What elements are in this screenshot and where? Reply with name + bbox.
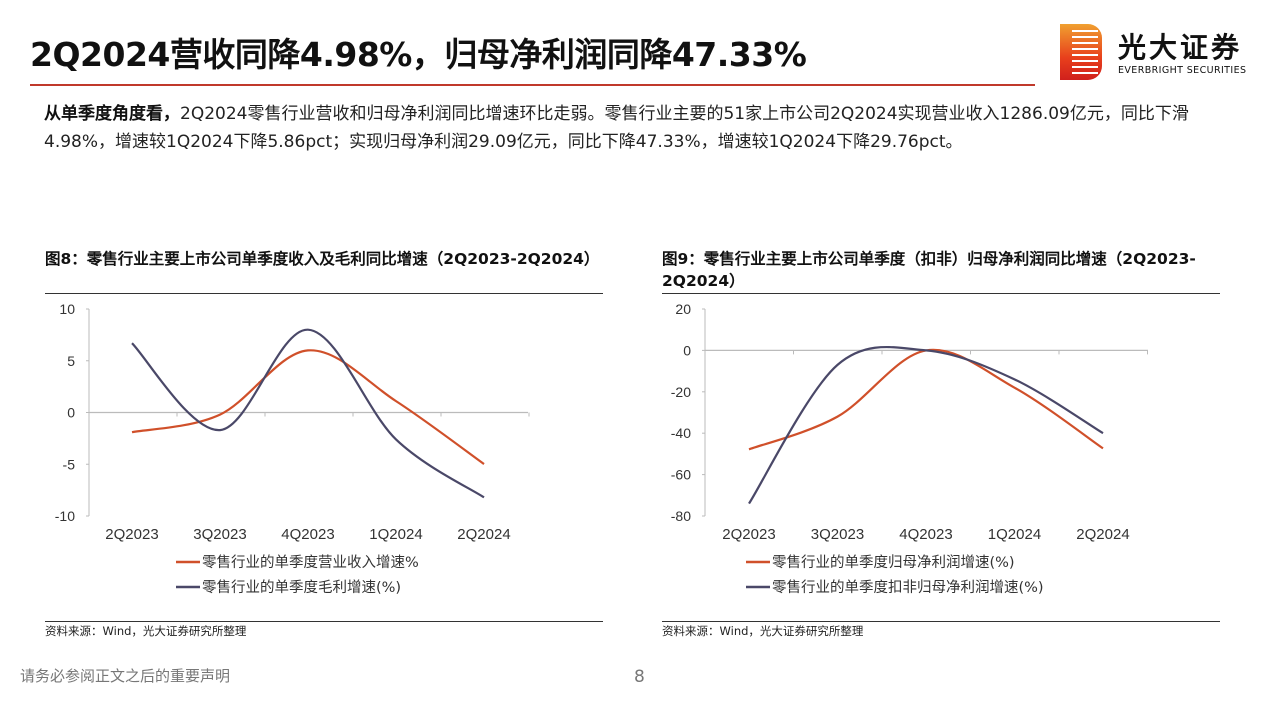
chart1-y-tick-label: -10: [55, 508, 75, 524]
chart1-x-tick-label: 4Q2023: [281, 526, 334, 543]
chart1-bottom-rule: [45, 621, 603, 622]
chart1-y-tick-label: 0: [67, 405, 75, 421]
summary-paragraph: 从单季度角度看，2Q2024零售行业营收和归母净利润同比增速环比走弱。零售行业主…: [44, 100, 1214, 156]
chart1-plot: 10 5 0 -5 -10 2Q2023 3Q2023 4Q2023 1Q2024 2Q2024 零…: [55, 301, 530, 596]
chart2-x-tick-label: 1Q2024: [988, 526, 1041, 543]
chart1-title: 图8：零售行业主要上市公司单季度收入及毛利同比增速（2Q2023-2Q2024）: [45, 250, 600, 268]
chart2-y-tick-label: -20: [671, 384, 691, 400]
chart1-x-tick-label: 2Q2024: [457, 526, 510, 543]
chart2-y-tick-label: 0: [683, 342, 691, 358]
chart1-legend-label-1: 零售行业的单季度营业收入增速%: [202, 554, 419, 571]
chart2-y-tick-label: -80: [671, 508, 691, 524]
chart2-top-rule: [662, 293, 1220, 294]
chart2-y-tick-label: 20: [675, 301, 691, 317]
chart2-plot: 20 0 -20 -40 -60 -80 2Q2023 3Q2023 4Q2023 1Q2024 2…: [671, 301, 1148, 596]
chart2-x-tick-label: 3Q2023: [811, 526, 864, 543]
title-divider: [30, 84, 1035, 86]
everbright-logo: 光大证券 EVERBRIGHT SECURITIES: [1060, 24, 1270, 80]
page-title: 2Q2024营收同降4.98%，归母净利润同降47.33%: [30, 35, 807, 74]
chart1-source: 资料来源：Wind，光大证券研究所整理: [45, 624, 247, 638]
disclaimer: 请务必参阅正文之后的重要声明: [20, 667, 231, 685]
chart2-x-tick-label: 2Q2023: [722, 526, 775, 543]
chart2-legend-label-2: 零售行业的单季度扣非归母净利润增速(%): [772, 579, 1044, 596]
chart2-x-tick-label: 2Q2024: [1076, 526, 1129, 543]
chart2-y-tick-label: -60: [671, 467, 691, 483]
chart1-y-tick-label: 5: [67, 353, 75, 369]
summary-lead: 从单季度角度看，: [44, 104, 180, 124]
chart2-x-tick-label: 4Q2023: [899, 526, 952, 543]
logo-b-icon: [1060, 24, 1102, 80]
chart2-source: 资料来源：Wind，光大证券研究所整理: [662, 624, 864, 638]
chart1-x-tick-label: 2Q2023: [105, 526, 158, 543]
logo-cn: 光大证券: [1118, 31, 1243, 64]
chart2-bottom-rule: [662, 621, 1220, 622]
chart2-title: 图9：零售行业主要上市公司单季度（扣非）归母净利润同比增速（2Q2023-2Q2…: [662, 250, 1196, 290]
chart1-series-1-line: [131, 349, 485, 465]
page-number: 8: [634, 667, 645, 687]
chart2-series-2-line: [748, 346, 1104, 505]
logo-en: EVERBRIGHT SECURITIES: [1118, 65, 1247, 76]
chart1-x-tick-label: 1Q2024: [369, 526, 422, 543]
chart1-legend-label-2: 零售行业的单季度毛利增速(%): [202, 579, 401, 596]
chart1-y-tick-label: -5: [63, 456, 76, 472]
chart2-legend-label-1: 零售行业的单季度归母净利润增速(%): [772, 554, 1015, 571]
chart1-y-tick-label: 10: [59, 301, 75, 317]
summary-text: 2Q2024零售行业营收和归母净利润同比增速环比走弱。零售行业主要的51家上市公…: [44, 104, 1189, 152]
chart2-y-tick-label: -40: [671, 425, 691, 441]
chart1-x-tick-label: 3Q2023: [193, 526, 246, 543]
chart1-top-rule: [45, 293, 603, 294]
chart1-series-2-line: [131, 328, 485, 499]
